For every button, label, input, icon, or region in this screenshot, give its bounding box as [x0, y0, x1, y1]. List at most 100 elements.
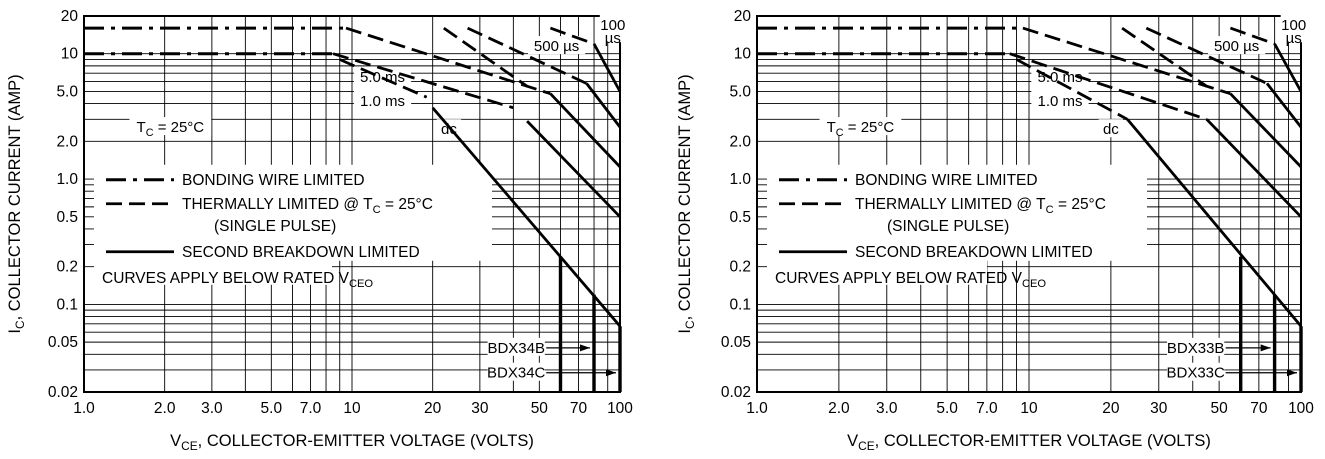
- label-mask: [1280, 28, 1309, 43]
- label-mask: [599, 28, 628, 43]
- label-mask: [527, 36, 586, 55]
- label-mask: [1280, 14, 1309, 29]
- x-tick-label: 5.0: [936, 400, 958, 417]
- series-line-dash: [1022, 26, 1231, 96]
- x-tick-label: 100: [607, 400, 633, 417]
- legend-note-box: [767, 256, 987, 285]
- legend-entry: THERMALLY LIMITED @ TC = 25°C: [855, 196, 1106, 216]
- y-tick-label: 10: [61, 46, 79, 63]
- series-line-solid: [1265, 82, 1303, 128]
- y-tick-label: 0.02: [48, 384, 78, 401]
- annotation-label: 500 µs: [1214, 38, 1259, 55]
- label-mask: [1167, 362, 1225, 381]
- series-line-dash: [549, 26, 595, 46]
- annotation-label: dc: [1103, 121, 1119, 138]
- label-mask: [129, 117, 212, 136]
- series-line-solid: [592, 43, 622, 93]
- annotation-label: 1.0 ms: [1037, 93, 1082, 110]
- annotation-label: BDX33B: [1167, 340, 1225, 357]
- y-tick-label: 0.5: [56, 209, 78, 226]
- x-tick-label: 2.0: [828, 400, 850, 417]
- x-axis-label: VCE, COLLECTOR-EMITTER VOLTAGE (VOLTS): [847, 432, 1211, 453]
- series-line-dash: [332, 52, 514, 110]
- series-line-solid: [1205, 118, 1303, 218]
- annotation-label: 100: [600, 17, 625, 34]
- y-axis-label: IC, COLLECTOR CURRENT (AMP): [6, 74, 27, 333]
- annotation-label: BDX34C: [487, 365, 546, 382]
- series-line-dash: [1015, 58, 1129, 121]
- soa-chart-left: 100 µs 500 µs 5.0 ms 1.0 ms dc TC = 25°C BDX34B…: [0, 0, 662, 459]
- legend-entry: SECOND BREAKDOWN LIMITED: [182, 244, 420, 261]
- annotation-label: 5.0 ms: [360, 69, 405, 86]
- arrow-head: [1287, 369, 1297, 377]
- legend-entry: (SINGLE PULSE): [214, 218, 336, 235]
- series-line-solid: [585, 82, 622, 128]
- annotation-label: µs: [1286, 30, 1302, 47]
- annotation-label: 5.0 ms: [1037, 69, 1082, 86]
- legend-entry: SECOND BREAKDOWN LIMITED: [855, 244, 1093, 261]
- x-tick-label: 3.0: [876, 400, 898, 417]
- annotation-label: µs: [605, 30, 621, 47]
- x-tick-label: 7.0: [976, 400, 998, 417]
- plot-frame: [83, 15, 621, 393]
- legend-entry: (SINGLE PULSE): [887, 218, 1009, 235]
- y-tick-label: 0.05: [721, 334, 751, 351]
- legend-entry: BONDING WIRE LIMITED: [182, 172, 365, 189]
- plot-frame: [756, 15, 1302, 393]
- y-tick-label: 2.0: [56, 133, 78, 150]
- legend-entry: CURVES APPLY BELOW RATED VCEO: [775, 270, 1046, 290]
- series-line-solid: [1273, 43, 1303, 93]
- x-tick-label: 70: [1250, 400, 1268, 417]
- label-mask: [487, 337, 545, 356]
- series-line-dash: [1229, 26, 1276, 46]
- annotation-label: 1.0 ms: [360, 93, 405, 110]
- legend-entry: BONDING WIRE LIMITED: [855, 172, 1038, 189]
- x-tick-label: 30: [1150, 400, 1168, 417]
- x-tick-label: 1.0: [73, 400, 95, 417]
- x-tick-label: 3.0: [201, 400, 223, 417]
- x-axis-label: VCE, COLLECTOR-EMITTER VOLTAGE (VOLTS): [170, 432, 534, 453]
- annotation-label: 500 µs: [534, 38, 579, 55]
- annotation-label: TC = 25°C: [827, 119, 895, 139]
- y-tick-label: 0.2: [729, 259, 751, 276]
- annotation-label: dc: [441, 121, 457, 138]
- label-mask: [1031, 67, 1089, 86]
- x-tick-label: 50: [1210, 400, 1228, 417]
- arrow-head: [580, 344, 591, 352]
- label-mask: [1167, 337, 1225, 356]
- series-line-dash: [345, 26, 551, 96]
- x-tick-label: 20: [1102, 400, 1120, 417]
- y-tick-label: 0.02: [721, 384, 751, 401]
- x-tick-label: 5.0: [261, 400, 283, 417]
- y-tick-label: 0.1: [56, 296, 78, 313]
- x-tick-label: 30: [471, 400, 489, 417]
- arrow-head: [606, 369, 616, 377]
- x-tick-label: 20: [424, 400, 442, 417]
- series-line-dash: [1121, 26, 1208, 88]
- label-mask: [353, 90, 412, 109]
- y-tick-label: 0.05: [48, 334, 78, 351]
- legend-entry: CURVES APPLY BELOW RATED VCEO: [102, 270, 373, 290]
- y-tick-label: 0.1: [729, 296, 751, 313]
- series-line-dash: [1009, 52, 1208, 121]
- y-tick-label: 10: [734, 46, 752, 63]
- x-tick-label: 7.0: [300, 400, 322, 417]
- y-tick-label: 5.0: [56, 83, 78, 100]
- x-tick-label: 50: [531, 400, 549, 417]
- series-line-dash: [442, 26, 528, 88]
- y-tick-label: 1.0: [729, 171, 751, 188]
- legend-note-box: [94, 256, 332, 285]
- annotation-label: BDX33C: [1166, 365, 1225, 382]
- series-line-solid: [526, 120, 622, 218]
- series-group: [757, 26, 1303, 392]
- label-mask: [819, 117, 902, 136]
- series-line-solid: [1229, 92, 1303, 168]
- label-mask: [487, 362, 545, 381]
- y-tick-label: 5.0: [729, 83, 751, 100]
- y-tick-label: 2.0: [729, 133, 751, 150]
- soa-chart-right: 100 µs 500 µs 5.0 ms 1.0 ms dc TC = 25°C BDX33B…: [663, 0, 1325, 459]
- label-mask: [599, 14, 628, 29]
- x-tick-label: 10: [343, 400, 361, 417]
